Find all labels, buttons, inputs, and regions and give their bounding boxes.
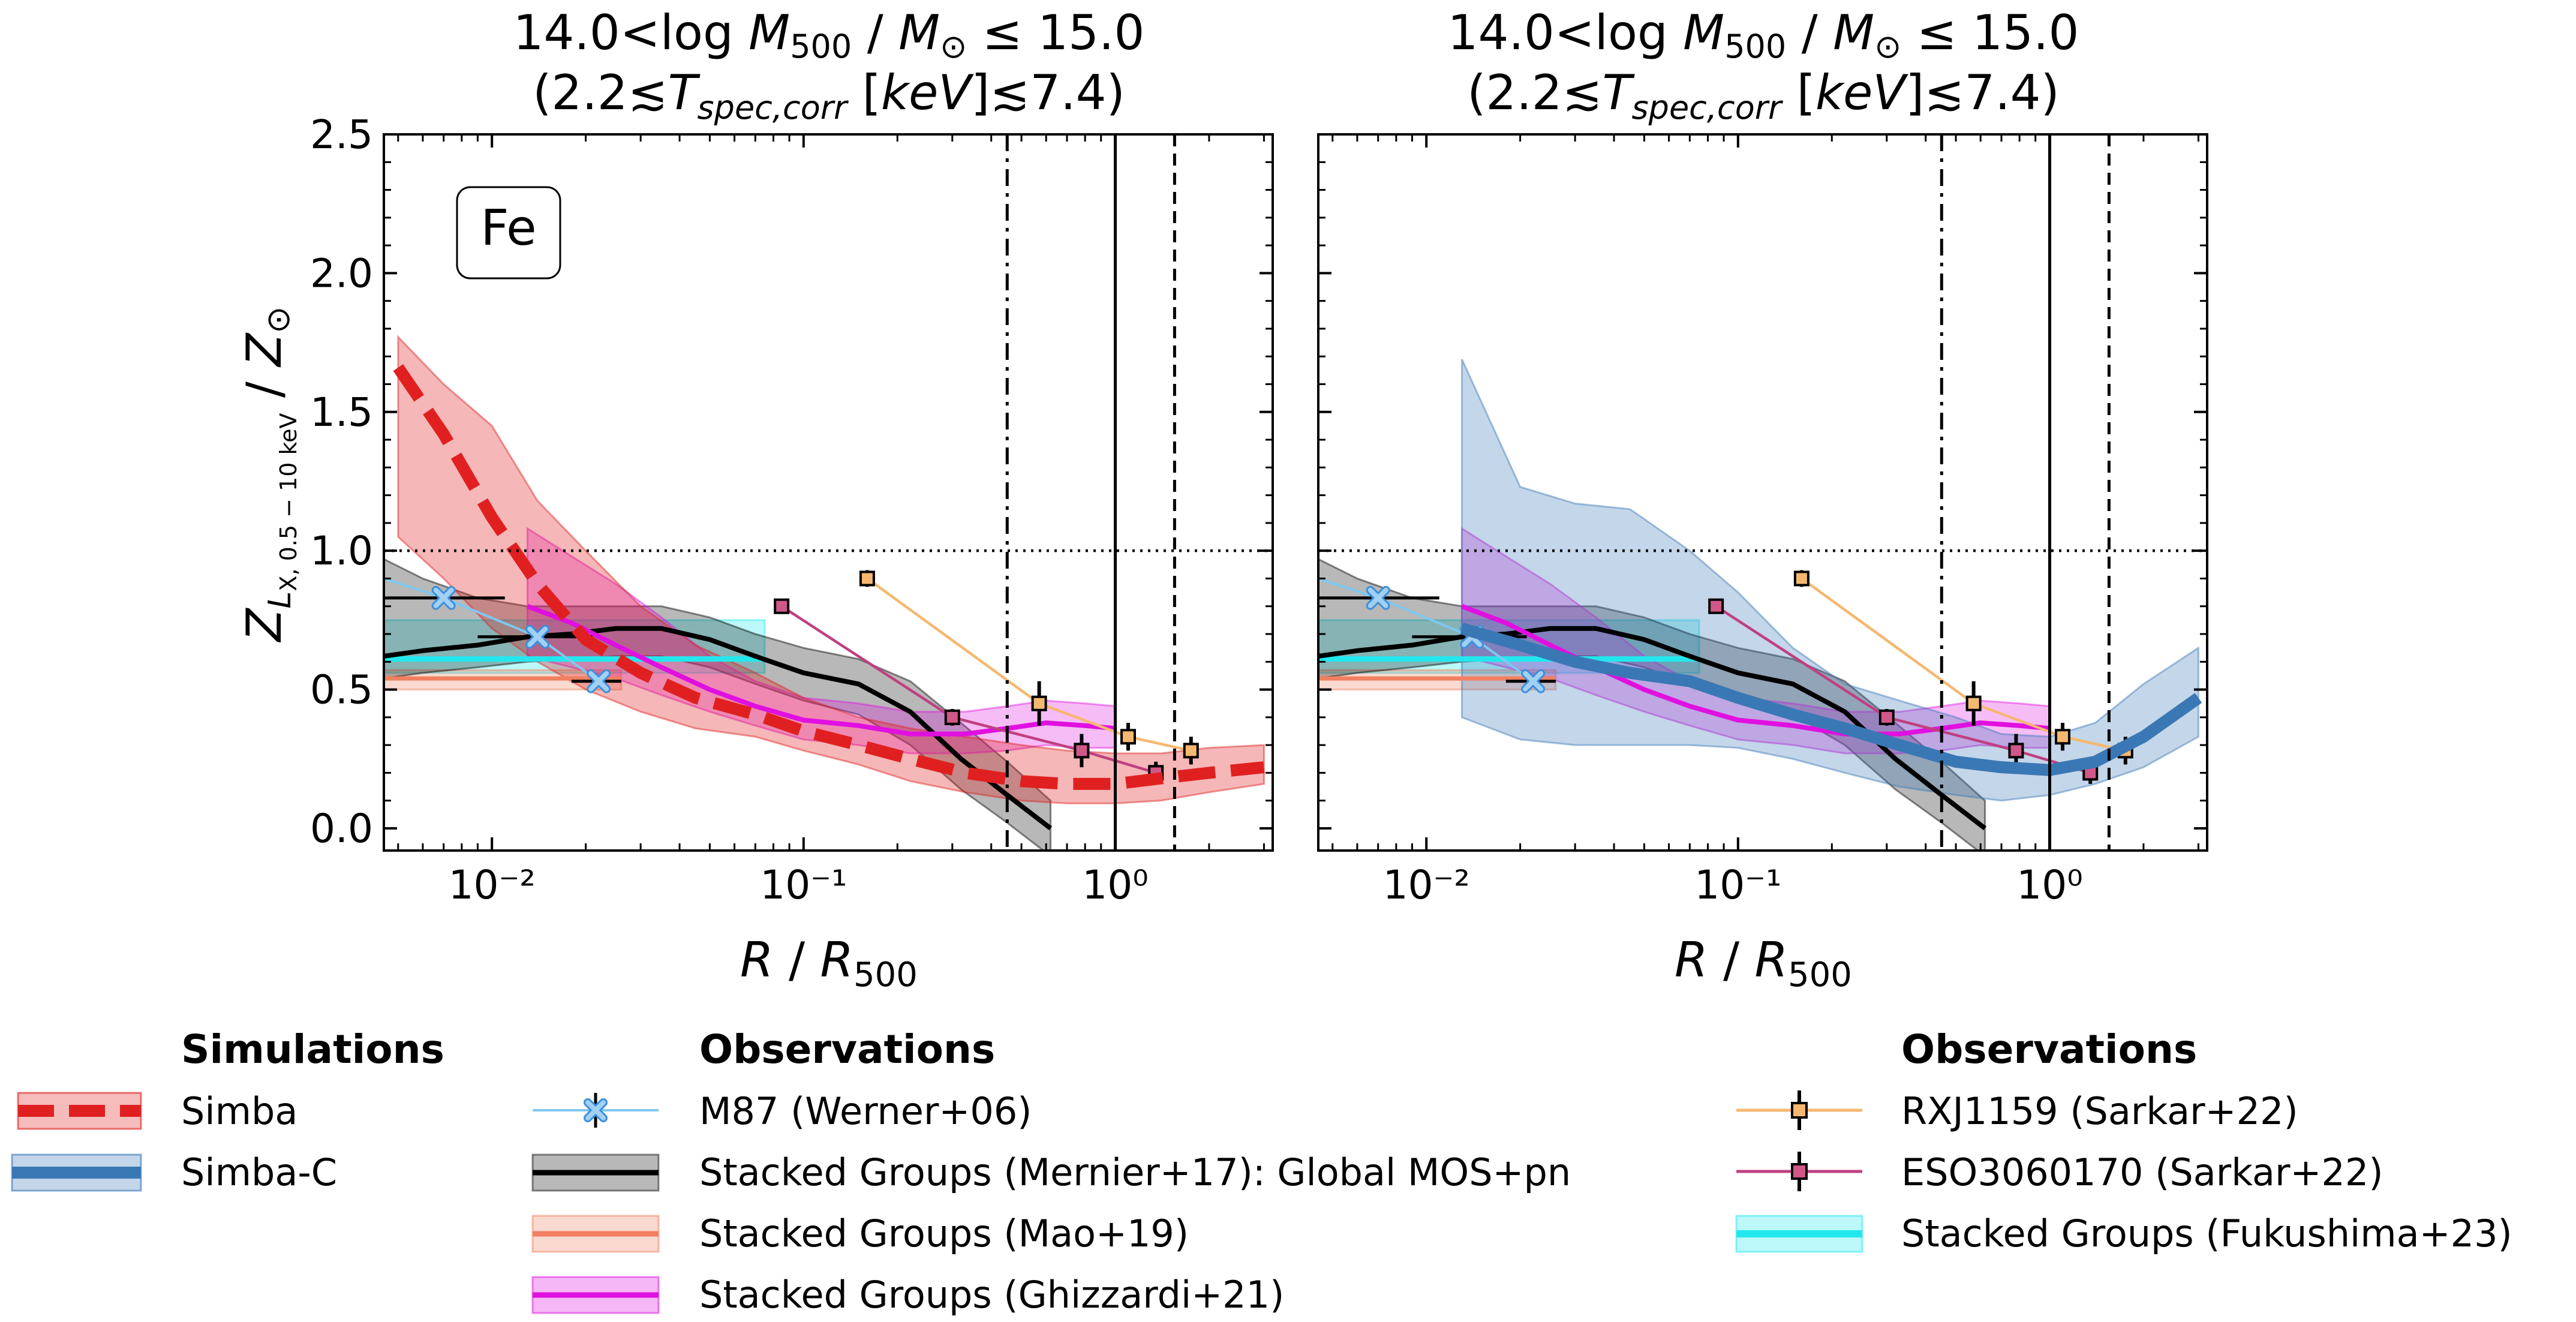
legend-header-observations-1: Observations xyxy=(699,1026,995,1072)
left-x-tick-label-1: 10⁻¹ xyxy=(760,862,847,908)
legend-label-eso: ESO3060170 (Sarkar+22) xyxy=(1901,1150,2383,1194)
y-tick-label-3: 1.5 xyxy=(310,389,373,435)
legend: Simulations Observations Observations Si… xyxy=(11,1026,2512,1317)
left-line-mernier xyxy=(384,626,1053,831)
right-line-eso xyxy=(1715,605,2091,774)
right-rxj-point-0 xyxy=(1793,570,1809,587)
right-x-tick-label-2: 10⁰ xyxy=(2016,862,2082,908)
legend-handle-fukushima xyxy=(1735,1215,1863,1253)
left-rxj-point-3 xyxy=(1183,743,1199,759)
left-line-simba xyxy=(393,364,1265,790)
right-title-line2: (2.2≲Tspec,corr [keV]≲7.4) xyxy=(1467,65,2060,127)
left-line-rxj xyxy=(866,577,1192,752)
right-line-m87 xyxy=(1318,577,1534,683)
right-title-line1: 14.0<log M500 / M⊙ ≤ 15.0 xyxy=(1448,5,2079,65)
right-eso-point-2 xyxy=(2008,743,2024,759)
left-rxj-point-0 xyxy=(859,570,875,587)
y-tick-label-5: 2.5 xyxy=(310,112,373,158)
legend-label-fukushima: Stacked Groups (Fukushima+23) xyxy=(1901,1212,2512,1255)
legend-header-observations-2: Observations xyxy=(1901,1026,2197,1072)
legend-label-mernier: Stacked Groups (Mernier+17): Global MOS+… xyxy=(699,1150,1571,1194)
legend-handle-ghizzardi xyxy=(531,1276,660,1314)
left-panel: 0.0 0.5 1.0 1.5 2.0 2.5 10⁻² 10⁻¹ 10⁰ xyxy=(310,112,1274,908)
left-line-eso xyxy=(780,605,1156,774)
legend-label-simbac: Simba-C xyxy=(181,1150,337,1194)
left-band-simba xyxy=(397,335,1265,804)
y-tick-label-2: 1.0 xyxy=(310,528,373,574)
y-axis-label: ZLX, 0.5 − 10 keV / Z⊙ xyxy=(236,307,302,643)
legend-label-mao: Stacked Groups (Mao+19) xyxy=(699,1212,1189,1255)
right-rxj-point-2 xyxy=(2055,729,2071,745)
right-line-simbac xyxy=(1460,623,2202,776)
right-eso-point-0 xyxy=(1708,598,1724,614)
right-eso-point-1 xyxy=(1878,709,1895,725)
element-label: Fe xyxy=(480,200,536,257)
right-band-simbac xyxy=(1460,359,2199,802)
left-x-tick-label-0: 10⁻² xyxy=(449,862,536,908)
right-m87-point-0 xyxy=(1367,587,1388,608)
right-x-axis-label: R / R500 xyxy=(1675,932,1852,994)
right-frame xyxy=(1317,133,2208,852)
left-frame xyxy=(383,133,1274,852)
legend-header-simulations: Simulations xyxy=(181,1026,444,1072)
left-eso-point-2 xyxy=(1074,743,1090,759)
y-tick-label-0: 0.0 xyxy=(310,806,373,852)
legend-label-ghizzardi: Stacked Groups (Ghizzardi+21) xyxy=(699,1273,1284,1317)
legend-handle-mao xyxy=(531,1215,660,1253)
legend-handle-mernier xyxy=(531,1153,660,1192)
right-line-rxj xyxy=(1801,577,2126,752)
left-eso-point-0 xyxy=(774,598,790,614)
left-plot-area xyxy=(384,335,1265,851)
left-line-m87 xyxy=(384,577,600,683)
right-m87-point-2 xyxy=(1523,671,1544,692)
legend-handle-simbac xyxy=(11,1153,142,1192)
legend-label-simba: Simba xyxy=(181,1089,297,1133)
left-eso-point-1 xyxy=(944,709,960,725)
left-title-line2: (2.2≲Tspec,corr [keV]≲7.4) xyxy=(533,65,1125,127)
y-tick-label-1: 0.5 xyxy=(310,667,373,713)
left-m87-point-0 xyxy=(433,587,454,608)
right-rxj-point-1 xyxy=(1965,695,1982,711)
left-m87-point-1 xyxy=(527,626,548,647)
legend-label-m87: M87 (Werner+06) xyxy=(699,1089,1032,1133)
right-x-tick-label-0: 10⁻² xyxy=(1383,862,1470,908)
y-tick-label-4: 2.0 xyxy=(310,250,373,296)
left-m87-point-2 xyxy=(588,671,609,692)
left-x-axis-label: R / R500 xyxy=(740,932,918,994)
legend-handle-m87 xyxy=(533,1093,659,1128)
legend-handle-simba xyxy=(17,1092,142,1130)
legend-handle-rxj xyxy=(1736,1090,1862,1130)
left-title-line1: 14.0<log M500 / M⊙ ≤ 15.0 xyxy=(513,5,1145,65)
right-plot-area xyxy=(1318,359,2202,851)
left-rxj-point-1 xyxy=(1031,695,1047,711)
element-label-box: Fe xyxy=(456,186,561,280)
legend-label-rxj: RXJ1159 (Sarkar+22) xyxy=(1901,1089,2298,1133)
right-x-tick-label-1: 10⁻¹ xyxy=(1694,862,1781,908)
legend-handle-eso xyxy=(1736,1152,1862,1191)
right-panel: 10⁻² 10⁻¹ 10⁰ xyxy=(1317,133,2208,908)
left-rxj-point-2 xyxy=(1120,729,1137,745)
left-x-tick-label-2: 10⁰ xyxy=(1082,862,1148,908)
